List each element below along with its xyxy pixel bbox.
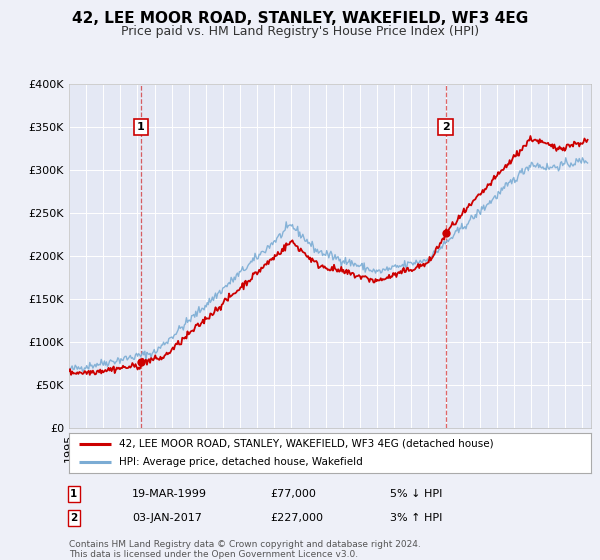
Text: HPI: Average price, detached house, Wakefield: HPI: Average price, detached house, Wake… bbox=[119, 458, 362, 467]
Text: Price paid vs. HM Land Registry's House Price Index (HPI): Price paid vs. HM Land Registry's House … bbox=[121, 25, 479, 38]
Text: 3% ↑ HPI: 3% ↑ HPI bbox=[390, 513, 442, 523]
Text: 1: 1 bbox=[137, 122, 145, 132]
Text: £227,000: £227,000 bbox=[270, 513, 323, 523]
Text: 2: 2 bbox=[70, 513, 77, 523]
Text: 19-MAR-1999: 19-MAR-1999 bbox=[132, 489, 207, 499]
Text: This data is licensed under the Open Government Licence v3.0.: This data is licensed under the Open Gov… bbox=[69, 550, 358, 559]
Text: 42, LEE MOOR ROAD, STANLEY, WAKEFIELD, WF3 4EG (detached house): 42, LEE MOOR ROAD, STANLEY, WAKEFIELD, W… bbox=[119, 439, 493, 449]
Text: Contains HM Land Registry data © Crown copyright and database right 2024.: Contains HM Land Registry data © Crown c… bbox=[69, 540, 421, 549]
Text: £77,000: £77,000 bbox=[270, 489, 316, 499]
Text: 2: 2 bbox=[442, 122, 449, 132]
Text: 1: 1 bbox=[70, 489, 77, 499]
Text: 42, LEE MOOR ROAD, STANLEY, WAKEFIELD, WF3 4EG: 42, LEE MOOR ROAD, STANLEY, WAKEFIELD, W… bbox=[72, 11, 528, 26]
Text: 5% ↓ HPI: 5% ↓ HPI bbox=[390, 489, 442, 499]
Text: 03-JAN-2017: 03-JAN-2017 bbox=[132, 513, 202, 523]
